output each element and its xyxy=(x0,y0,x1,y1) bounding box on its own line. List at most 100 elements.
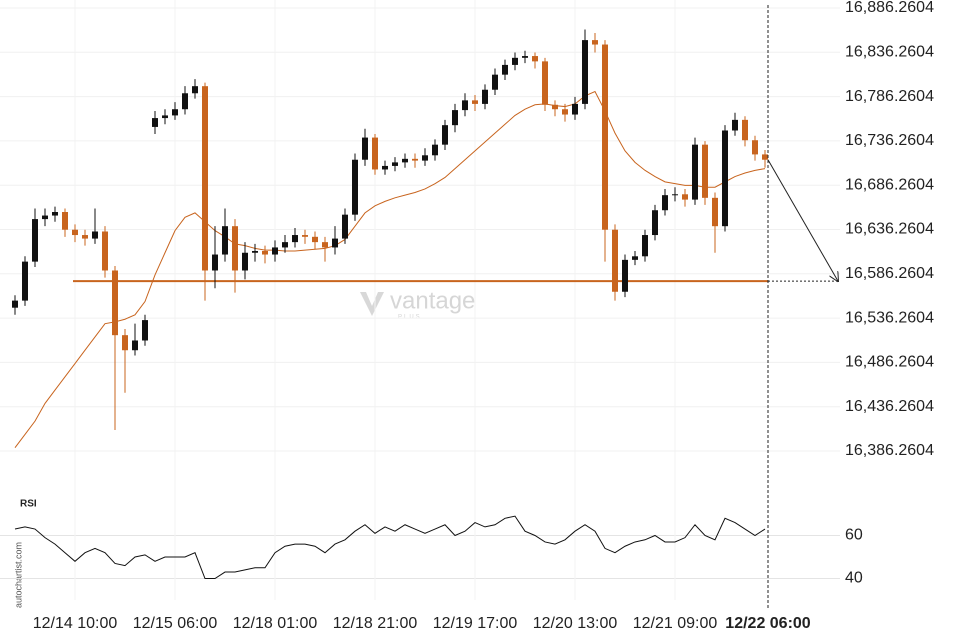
candle-body xyxy=(292,235,298,243)
x-tick-label: 12/18 21:00 xyxy=(333,615,418,632)
candle-body xyxy=(442,125,448,145)
candle-body xyxy=(32,219,38,262)
candle-body xyxy=(402,158,408,163)
candle-body xyxy=(482,89,488,104)
candle-body xyxy=(472,100,478,104)
candle-body xyxy=(592,40,598,45)
candle-body xyxy=(82,235,88,239)
candle-body xyxy=(152,118,158,127)
candle-body xyxy=(52,212,58,216)
candle-body xyxy=(192,86,198,94)
candle-body xyxy=(752,140,758,155)
y-tick-label: 16,636.2604 xyxy=(845,221,934,238)
candle-body xyxy=(462,100,468,111)
y-tick-label: 16,886.2604 xyxy=(845,0,934,16)
y-tick-label: 16,736.2604 xyxy=(845,132,934,149)
candle-body xyxy=(412,158,418,161)
candle-body xyxy=(682,194,688,200)
candle-body xyxy=(552,104,558,110)
candle-body xyxy=(242,252,248,271)
forecast-arrow xyxy=(767,159,838,281)
candle-body xyxy=(392,162,398,166)
x-tick-label: 12/15 06:00 xyxy=(133,615,218,632)
candle-body xyxy=(322,242,328,248)
rsi-title: RSI xyxy=(20,499,37,510)
candle-body xyxy=(502,64,508,75)
candle-body xyxy=(662,195,668,211)
x-tick-label: 12/19 17:00 xyxy=(433,615,518,632)
rsi-tick-label: 40 xyxy=(845,570,863,587)
y-tick-label: 16,586.2604 xyxy=(845,265,934,282)
watermark-logo xyxy=(360,292,384,316)
candle-body xyxy=(372,137,378,170)
y-tick-label: 16,686.2604 xyxy=(845,176,934,193)
candle-body xyxy=(652,210,658,236)
candle-body xyxy=(452,110,458,126)
candle-body xyxy=(542,61,548,105)
candle-body xyxy=(72,229,78,236)
candle-body xyxy=(612,229,618,292)
candle-body xyxy=(12,300,18,308)
x-tick-label: 12/21 09:00 xyxy=(633,615,718,632)
candle-body xyxy=(112,270,118,336)
candle-body xyxy=(672,194,678,196)
candle-body xyxy=(362,137,368,160)
rsi-line xyxy=(14,515,766,579)
candle-body xyxy=(512,57,518,65)
candle-body xyxy=(332,238,338,248)
x-tick-label: 12/18 01:00 xyxy=(233,615,318,632)
candle-body xyxy=(642,235,648,257)
candle-body xyxy=(382,165,388,170)
x-tick-label: 12/20 13:00 xyxy=(533,615,618,632)
watermark-text: vantage xyxy=(390,287,475,314)
candle-body xyxy=(222,226,228,255)
candle-body xyxy=(522,56,528,58)
y-tick-label: 16,786.2604 xyxy=(845,88,934,105)
candle-body xyxy=(202,86,208,271)
candle-body xyxy=(602,44,608,230)
candle-body xyxy=(122,335,128,351)
y-tick-label: 16,386.2604 xyxy=(845,442,934,459)
source: autochartist.com xyxy=(13,542,23,608)
candle-body xyxy=(422,155,428,161)
candle-body xyxy=(162,115,168,119)
candle-body xyxy=(42,215,48,220)
candle-body xyxy=(302,235,308,237)
candle-body xyxy=(632,256,638,260)
candle-body xyxy=(702,144,708,198)
candle-body xyxy=(432,144,438,156)
candle-body xyxy=(142,320,148,341)
candle-body xyxy=(572,103,578,115)
candle-body xyxy=(262,250,268,255)
candle-body xyxy=(212,254,218,271)
candle-body xyxy=(692,144,698,200)
y-tick-label: 16,836.2604 xyxy=(845,43,934,60)
candle-body xyxy=(92,231,98,239)
y-tick-label: 16,486.2604 xyxy=(845,354,934,371)
candle-body xyxy=(352,159,358,215)
candle-body xyxy=(232,226,238,271)
candle-body xyxy=(492,74,498,90)
x-tick-label: 12/14 10:00 xyxy=(33,615,118,632)
x-tick-label: 12/22 06:00 xyxy=(725,615,811,632)
candle-body xyxy=(182,93,188,110)
candle-body xyxy=(562,109,568,115)
candle-body xyxy=(312,236,318,243)
candle-body xyxy=(252,250,258,253)
y-tick-label: 16,436.2604 xyxy=(845,398,934,415)
candle-body xyxy=(282,242,288,248)
candle-body xyxy=(62,212,68,230)
y-tick-label: 16,536.2604 xyxy=(845,309,934,326)
candle-body xyxy=(272,247,278,255)
candle-body xyxy=(732,119,738,131)
rsi-tick-label: 60 xyxy=(845,527,863,544)
candle-body xyxy=(762,154,768,160)
candle-body xyxy=(102,231,108,271)
candle-body xyxy=(532,56,538,62)
watermark-sub: PLUS xyxy=(398,315,422,321)
candle-body xyxy=(722,130,728,227)
moving-average xyxy=(14,90,766,448)
candle-body xyxy=(172,109,178,116)
candle-body xyxy=(712,197,718,227)
